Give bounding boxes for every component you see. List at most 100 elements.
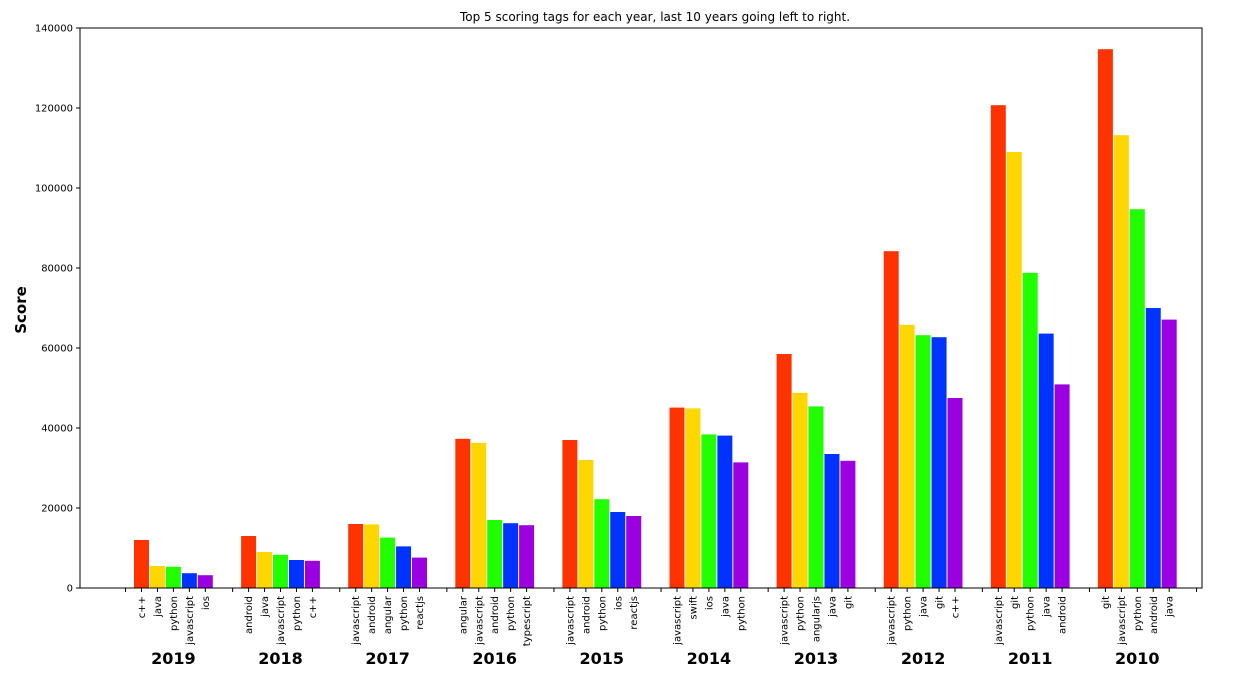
bar-2016-android (487, 520, 503, 588)
x-tick-label: python (1026, 596, 1037, 631)
x-tick-label: python (1133, 596, 1144, 631)
x-tick-label: git (935, 596, 946, 609)
x-axis-tag-labels: c++ java python javascript ios android java jav… (125, 588, 1198, 646)
x-axis-year-labels: 2019 2018 2017 2016 2015 2014 2013 2012 2011 2010 (151, 649, 1159, 668)
x-tick-label: ios (201, 596, 212, 610)
bar-2014-python (733, 462, 749, 588)
y-tick-label: 60000 (41, 344, 73, 355)
x-tick-label: typescript (522, 596, 533, 646)
bar-2015-ios (610, 512, 626, 588)
x-tick-label: swift (688, 596, 699, 620)
year-label: 2013 (794, 649, 839, 668)
bar-2010-git (1097, 49, 1113, 588)
x-tick-label: c++ (951, 596, 962, 618)
bar-2013-git (840, 460, 856, 588)
bar-2015-python (594, 499, 610, 588)
bar-2013-angularjs (808, 406, 824, 588)
x-tick-label: java (919, 596, 930, 618)
bar-2019-c++ (134, 540, 149, 588)
x-tick-label: javascript (673, 596, 684, 646)
bar-2017-reactjs (412, 557, 427, 588)
year-label: 2018 (258, 649, 303, 668)
x-tick-label: android (1058, 596, 1069, 634)
x-tick-label: c++ (137, 596, 148, 618)
x-tick-label: ios (704, 596, 715, 610)
bar-2017-angular (380, 537, 396, 588)
x-tick-label: javascript (1117, 596, 1128, 646)
x-tick-label: java (260, 596, 271, 618)
bar-2015-javascript (562, 440, 578, 588)
bar-2014-javascript (669, 407, 685, 588)
x-tick-label: python (292, 596, 303, 631)
x-tick-label: java (720, 596, 731, 618)
x-tick-label: python (506, 596, 517, 631)
bar-2018-python (288, 560, 304, 588)
x-tick-label: javascript (474, 596, 485, 646)
x-tick-label: ios (613, 596, 624, 610)
bar-2011-git (1006, 152, 1022, 588)
x-tick-label: javascript (351, 596, 362, 646)
bar-2012-git (931, 337, 947, 588)
y-axis-label: Score (12, 286, 30, 334)
x-tick-label: android (581, 596, 592, 634)
bar-2016-angular (455, 438, 471, 588)
year-label: 2010 (1115, 649, 1160, 668)
bar-2019-python (165, 566, 181, 588)
bar-2010-android (1145, 308, 1161, 588)
x-tick-label: git (843, 596, 854, 609)
x-tick-label: python (903, 596, 914, 631)
x-tick-label: angularjs (812, 596, 823, 642)
x-tick-label: javascript (185, 596, 196, 646)
year-label: 2019 (151, 649, 196, 668)
year-label: 2011 (1008, 649, 1053, 668)
bar-2019-javascript (181, 573, 197, 588)
x-tick-label: java (153, 596, 164, 618)
bar-2014-swift (685, 408, 701, 588)
bar-2016-typescript (519, 525, 535, 588)
bar-2012-javascript (883, 251, 899, 588)
bar-2011-python (1022, 272, 1038, 588)
x-tick-label: git (1010, 596, 1021, 609)
bar-2017-javascript (348, 524, 364, 588)
x-tick-label: git (1101, 596, 1112, 609)
bar-2015-reactjs (626, 516, 642, 588)
bar-2013-python (792, 392, 808, 588)
x-tick-label: android (367, 596, 378, 634)
chart-title: Top 5 scoring tags for each year, last 1… (459, 10, 850, 24)
x-tick-label: python (169, 596, 180, 631)
y-axis: 0 20000 40000 60000 80000 100000 120000 140000 (35, 24, 80, 595)
y-tick-label: 100000 (35, 184, 73, 195)
x-tick-label: java (827, 596, 838, 618)
y-tick-label: 80000 (41, 264, 73, 275)
bar-2018-android (241, 536, 257, 588)
bar-2011-android (1054, 384, 1070, 588)
year-label: 2016 (472, 649, 517, 668)
bars-layer (134, 49, 1177, 588)
bar-2016-javascript (471, 442, 487, 588)
bar-2011-java (1038, 333, 1054, 588)
y-tick-label: 20000 (41, 504, 73, 515)
bar-2010-javascript (1113, 135, 1129, 588)
bar-2012-java (915, 335, 931, 588)
x-tick-label: android (1149, 596, 1160, 634)
y-tick-label: 140000 (35, 24, 73, 35)
plot-frame (79, 27, 1203, 589)
x-tick-label: javascript (887, 596, 898, 646)
x-tick-label: java (1165, 596, 1176, 618)
x-tick-label: reactjs (415, 596, 426, 630)
bar-2016-python (503, 523, 519, 588)
y-tick-label: 0 (67, 584, 73, 595)
x-tick-label: python (796, 596, 807, 631)
x-tick-label: android (244, 596, 255, 634)
x-tick-label: javascript (565, 596, 576, 646)
x-tick-label: c++ (308, 596, 319, 618)
year-label: 2015 (580, 649, 625, 668)
y-tick-label: 40000 (41, 424, 73, 435)
bar-2018-c++ (304, 560, 320, 588)
bar-2019-ios (197, 575, 213, 588)
bar-2018-javascript (273, 554, 288, 588)
x-tick-label: reactjs (629, 596, 640, 630)
bar-2010-python (1129, 209, 1145, 588)
